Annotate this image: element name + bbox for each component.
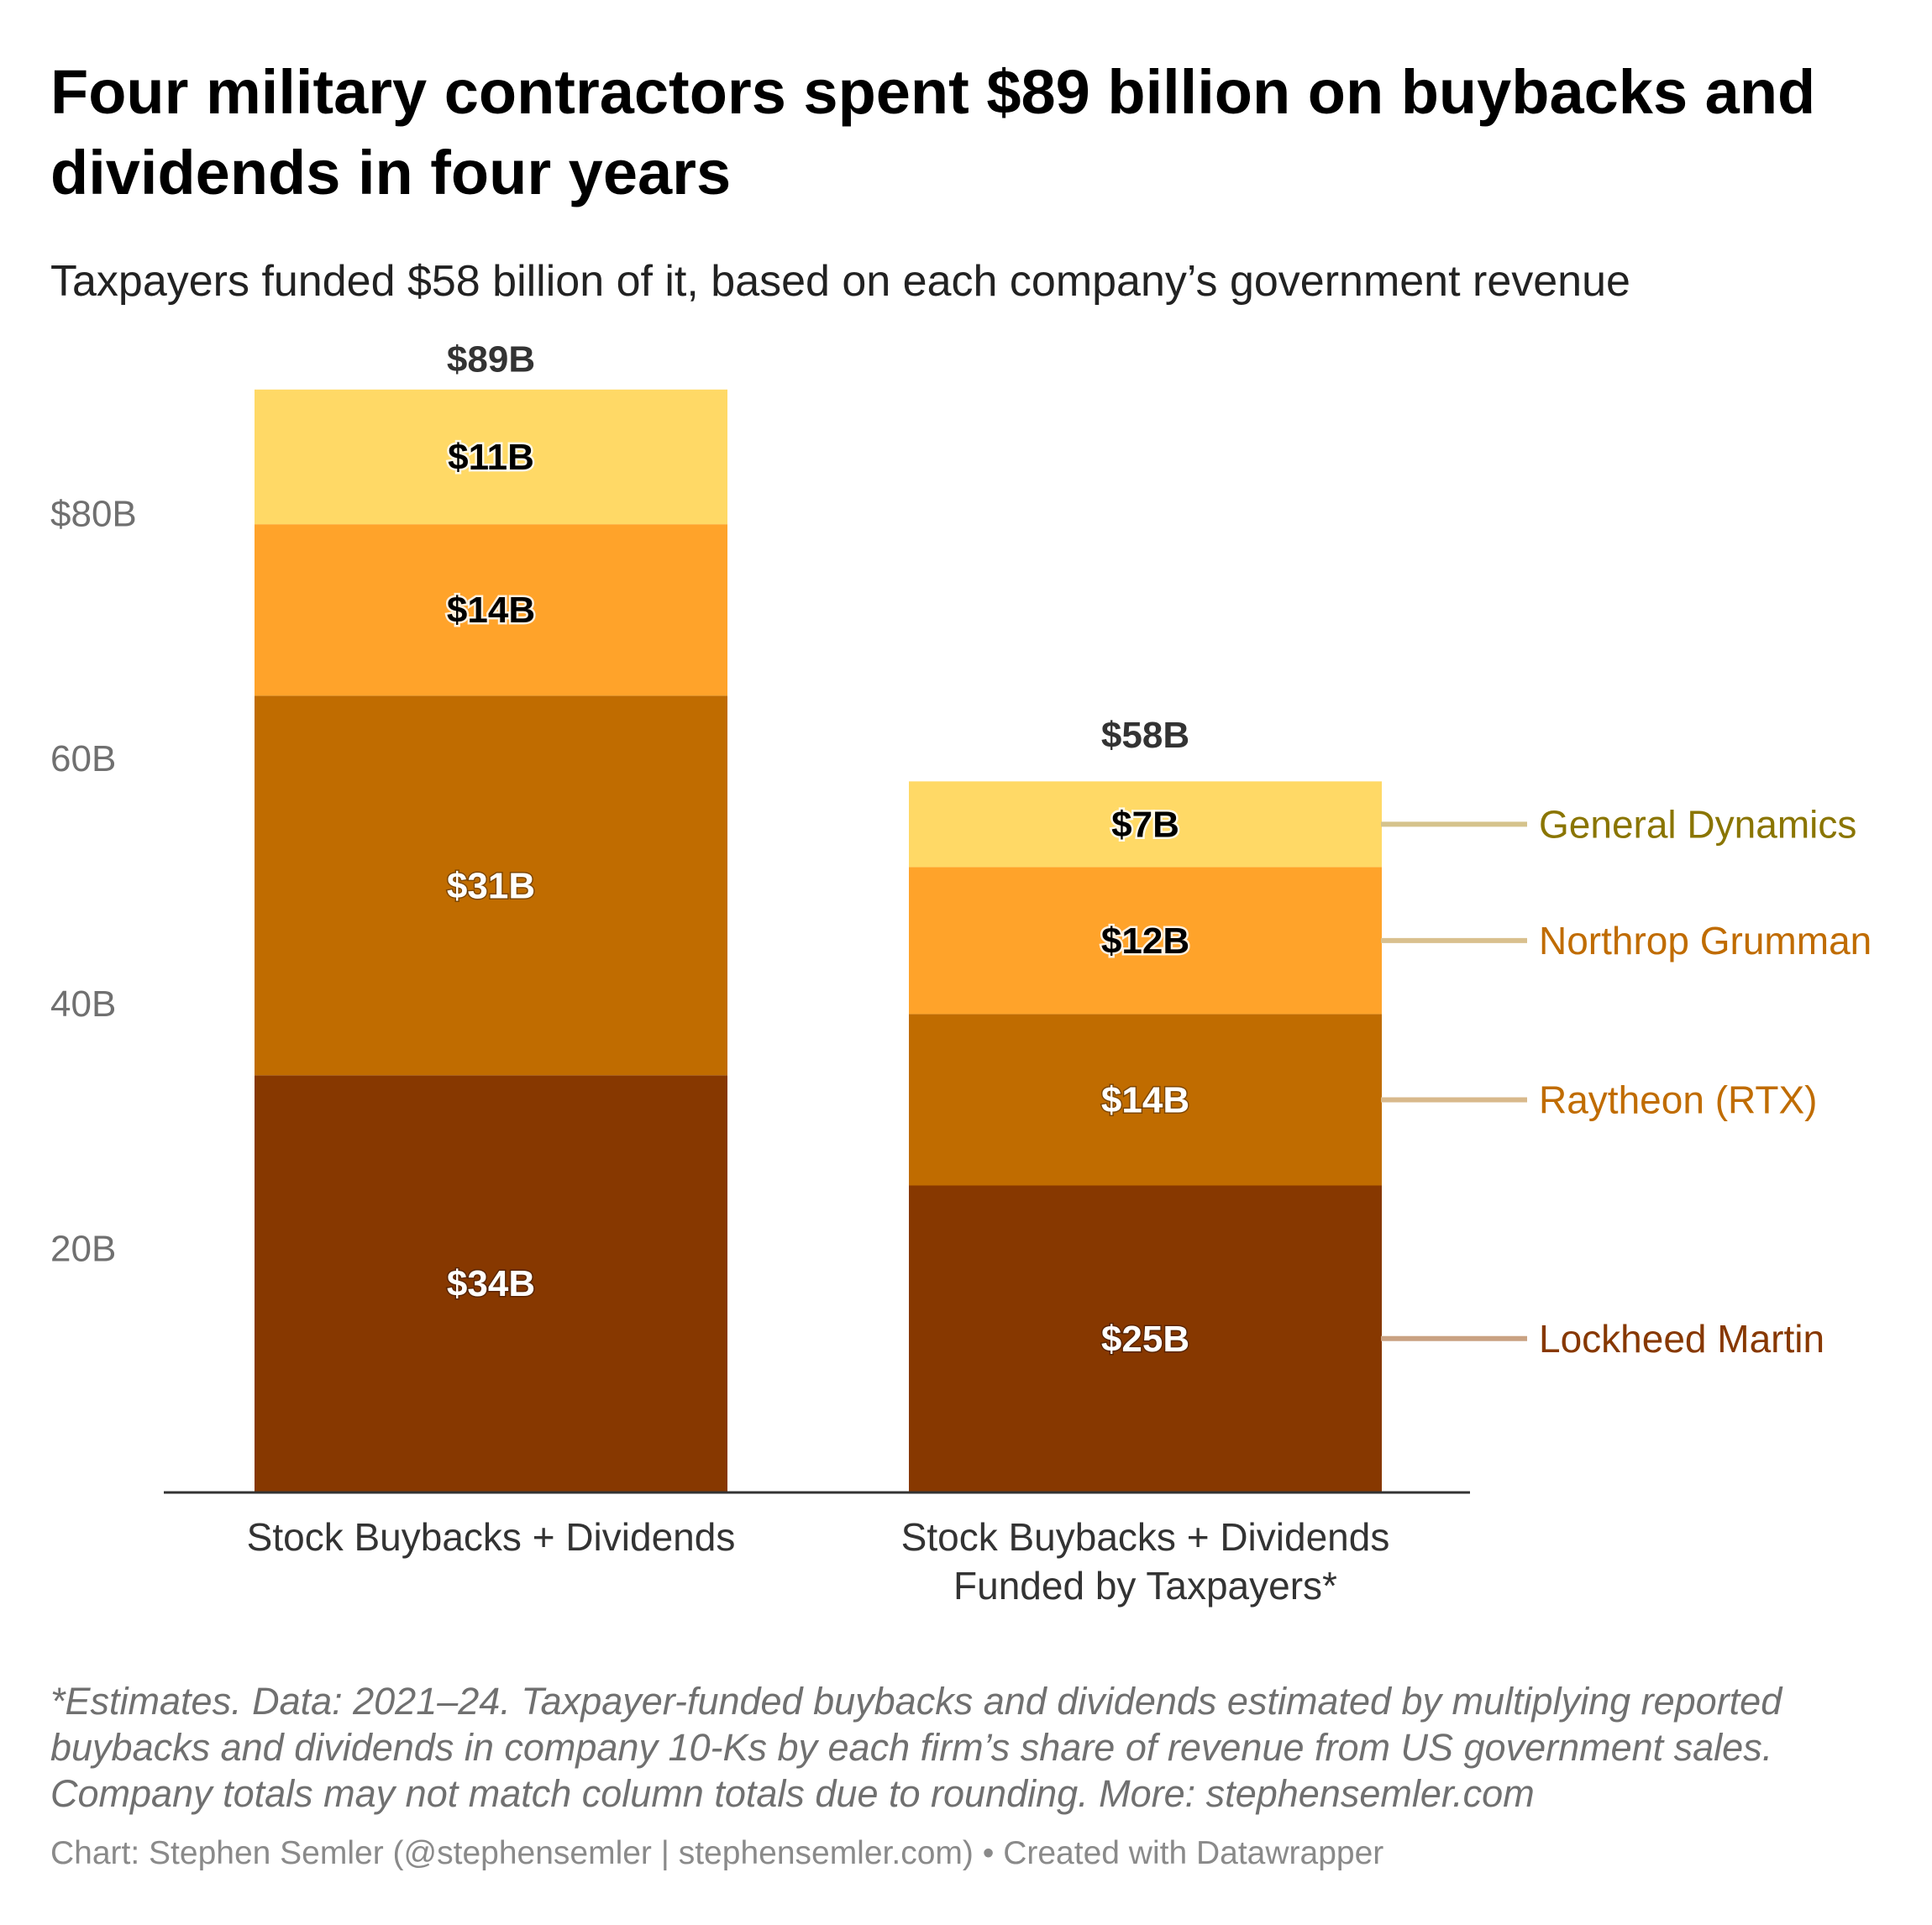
y-tick-label: 20B	[50, 1228, 116, 1269]
legend-label: Northrop Grumman	[1539, 919, 1872, 962]
bar-segment	[255, 1075, 727, 1492]
legend-label: Lockheed Martin	[1539, 1317, 1824, 1361]
stacked-bar-chart: 20B 40B 60B $80B $34B $31B $14B $11B $89B Stock B…	[50, 338, 1872, 1608]
bar-segment	[255, 389, 727, 525]
bar-value-label: $7B	[1111, 804, 1179, 845]
x-category-label: Stock Buybacks + Dividends	[901, 1515, 1390, 1559]
chart-subtitle: Taxpayers funded $58 billion of it, base…	[50, 257, 1630, 306]
bar-segment	[909, 1185, 1382, 1492]
bar-segment	[255, 695, 727, 1076]
bar-value-label: $14B	[447, 590, 535, 631]
bar-segment	[909, 867, 1382, 1015]
y-tick-label: 60B	[50, 738, 116, 779]
bar-value-label: $25B	[1101, 1319, 1189, 1360]
chart-notes: *Estimates. Data: 2021–24. Taxpayer-fund…	[50, 1680, 1782, 1815]
chart-title: Four military contractors spent $89 bill…	[50, 57, 1816, 207]
legend-label: Raytheon (RTX)	[1539, 1078, 1818, 1121]
bar-total-label: $58B	[1101, 715, 1189, 756]
x-category-label: Stock Buybacks + Dividends	[247, 1515, 736, 1559]
y-tick-label: $80B	[50, 494, 137, 535]
chart-byline: Chart: Stephen Semler (@stephensemler | …	[50, 1835, 1384, 1871]
bar-value-label: $31B	[447, 865, 535, 906]
bar-value-label: $34B	[447, 1263, 535, 1304]
y-tick-label: 40B	[50, 983, 116, 1025]
x-category-label: Funded by Taxpayers*	[953, 1564, 1337, 1608]
bar-value-label: $14B	[1101, 1079, 1189, 1120]
bar-segment	[255, 524, 727, 696]
legend-label: General Dynamics	[1539, 802, 1856, 846]
bar-value-label: $11B	[448, 437, 534, 478]
bar-value-label: $12B	[1101, 921, 1189, 962]
bar-segment	[909, 781, 1382, 868]
bar-total-label: $89B	[447, 338, 535, 380]
bar-segment	[909, 1014, 1382, 1186]
